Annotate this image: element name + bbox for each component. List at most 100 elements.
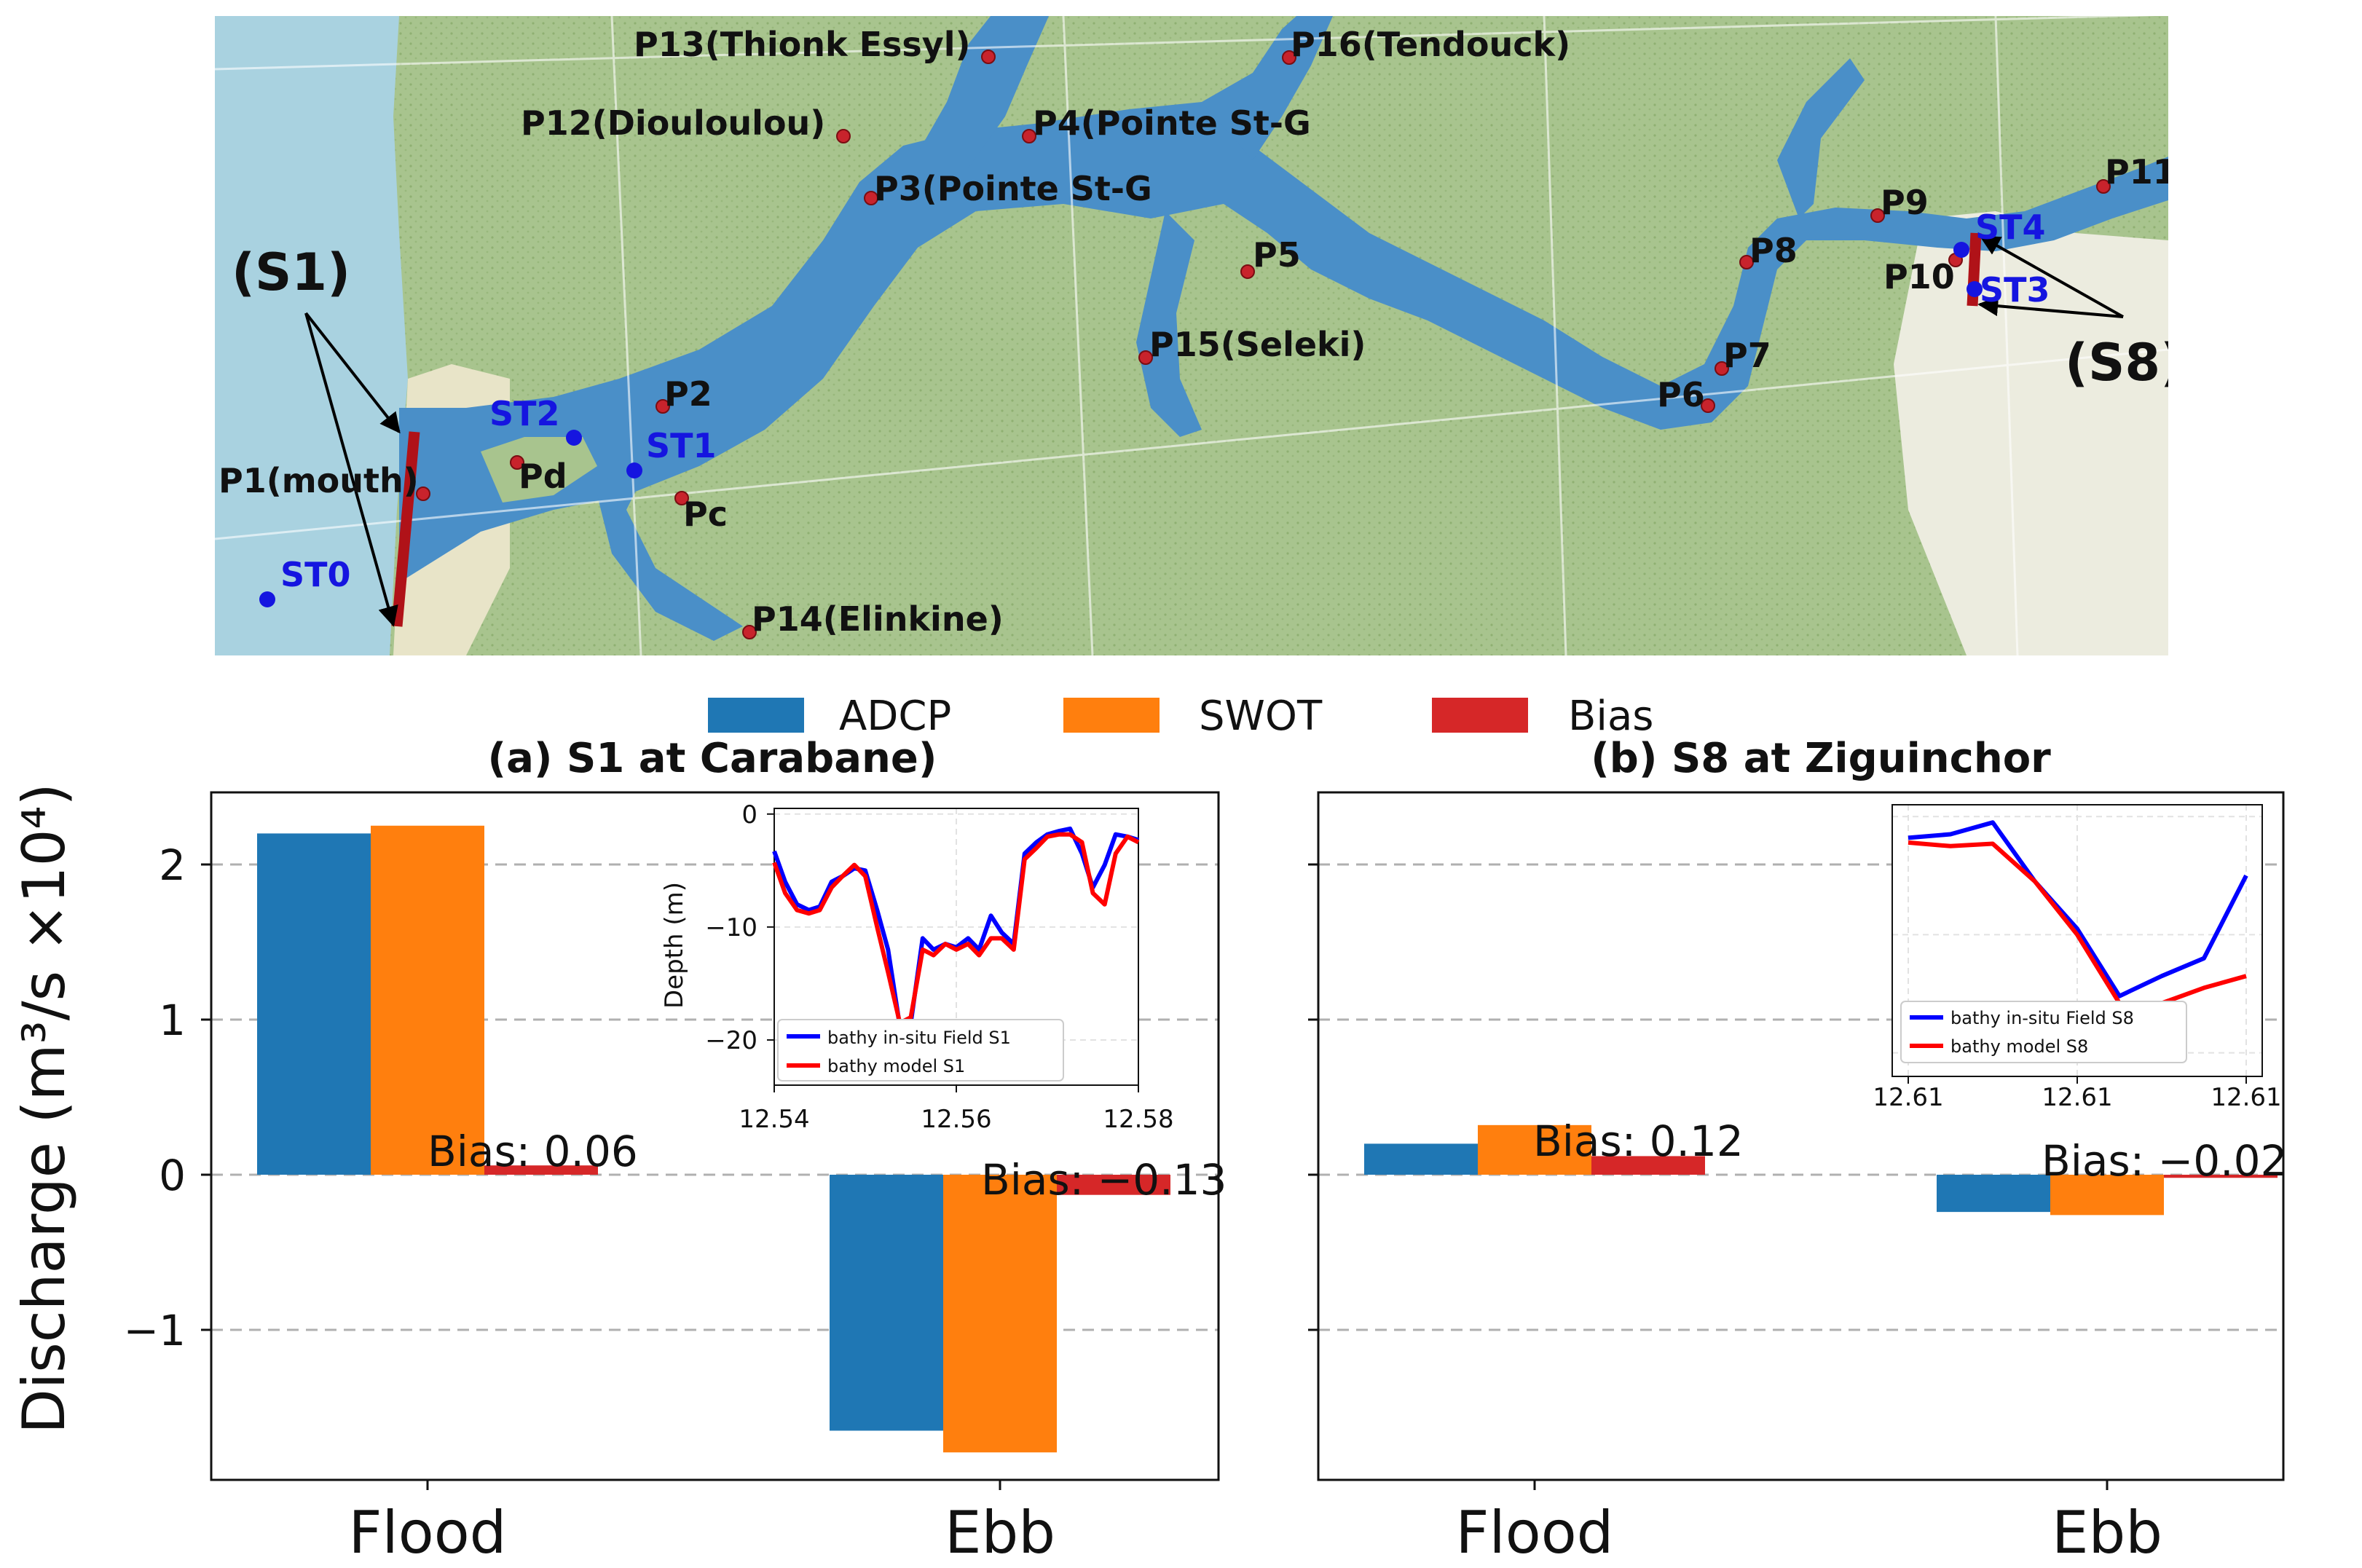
island — [481, 437, 597, 503]
panel-b-title: (b) S8 at Ziguinchor — [1591, 735, 2051, 782]
bar-swot-flood — [1478, 1124, 1591, 1175]
map-labels: P1(mouth) Pd P2 Pc P3(Pointe St-G P4(Poi… — [219, 25, 2168, 639]
station-labels: ST0 ST1 ST2 ST3 ST4 — [280, 208, 2050, 594]
legend-label-adcp: ADCP — [839, 693, 951, 740]
inset-a-xtick-2: 12.58 — [1103, 1105, 1173, 1134]
point-p6 — [1701, 398, 1715, 413]
section-labels: (S1) (S8) — [232, 243, 2168, 393]
inset-b-legend-label-insitu: bathy in-situ Field S8 — [1950, 1008, 2134, 1028]
label-st3: ST3 — [1980, 270, 2050, 310]
legend-swatch-swot — [1063, 698, 1160, 733]
station-st3 — [1967, 281, 1983, 297]
inset-a-legend-label-insitu: bathy in-situ Field S1 — [827, 1028, 1011, 1048]
legend-label-swot: SWOT — [1199, 693, 1323, 740]
bar-adcp-flood — [257, 833, 371, 1175]
point-p5 — [1240, 264, 1255, 279]
panel-b-yticks — [1308, 863, 2109, 1490]
xtick-label-ebb: Ebb — [945, 1499, 1055, 1567]
label-p2: P2 — [664, 374, 712, 414]
map-panel: P1(mouth) Pd P2 Pc P3(Pointe St-G P4(Poi… — [215, 16, 2168, 655]
inset-a-ytick-0: 0 — [741, 800, 757, 830]
point-p2 — [656, 399, 670, 414]
xtick-label-flood: Flood — [1456, 1499, 1614, 1567]
station-st0 — [259, 591, 275, 607]
panel-b-bars — [1364, 1124, 2278, 1216]
map-points — [416, 50, 2111, 639]
legend-label-bias: Bias — [1568, 693, 1653, 740]
panel-a-inset: 0 −10 −20 12.54 12.56 12.58 Depth (m) ba… — [660, 800, 1174, 1134]
label-st2: ST2 — [489, 394, 560, 433]
point-p12 — [836, 129, 851, 143]
inset-a-ytick-minus20: −20 — [705, 1026, 757, 1055]
legend-swatch-bias — [1432, 698, 1528, 733]
point-p8 — [1739, 255, 1754, 269]
inset-b-xtick-0: 12.61 — [1873, 1083, 1943, 1112]
estuary-main — [399, 102, 2168, 583]
point-pd — [510, 455, 524, 470]
inset-b-xtick-labels: 12.61 12.61 12.61 — [1873, 1083, 2281, 1112]
point-p15 — [1138, 350, 1153, 365]
panel-b-inset: 12.61 12.61 12.61 bathy in-situ Field S8… — [1873, 804, 2282, 1112]
inset-b-legend: bathy in-situ Field S8 bathy model S8 — [1900, 1001, 2187, 1063]
panel-a-yticks — [201, 863, 1001, 1490]
inset-b-line-model — [1908, 840, 2247, 1006]
panel-b-bias-labels: Bias: 0.12 Bias: −0.02 — [1533, 1116, 2287, 1186]
bar-bias-ebb — [1057, 1175, 1170, 1195]
inset-a-legend: bathy in-situ Field S1 bathy model S1 — [777, 1019, 1064, 1082]
inset-a-ytick-minus10: −10 — [705, 913, 757, 942]
inset-b-lines — [1908, 820, 2248, 1006]
panel-a-xtick-labels: Flood Ebb — [349, 1499, 1056, 1567]
legend-swatch-adcp — [708, 698, 804, 733]
ytick-label-0: 0 — [159, 1151, 186, 1200]
label-p7: P7 — [1723, 336, 1771, 375]
point-p4 — [1022, 129, 1036, 143]
label-pd: Pd — [519, 457, 567, 496]
map-grid — [215, 16, 2168, 655]
inset-a-ticks — [767, 813, 1139, 1092]
bar-bias-flood — [1591, 1156, 1705, 1175]
label-p10: P10 — [1883, 257, 1955, 296]
inset-a-xtick-labels: 12.54 12.56 12.58 — [739, 1105, 1173, 1134]
bar-swot-flood — [371, 825, 484, 1175]
label-st4: ST4 — [1975, 208, 2046, 247]
point-p1 — [416, 486, 430, 501]
point-p11 — [2096, 179, 2111, 194]
label-p1: P1(mouth) — [219, 461, 419, 500]
label-p12: P12(Diouloulou) — [521, 103, 825, 143]
xtick-label-ebb: Ebb — [2052, 1499, 2162, 1567]
label-st1: ST1 — [646, 426, 717, 465]
panel-a-bias-labels: Bias: 0.06 Bias: −0.13 — [428, 1127, 1227, 1205]
label-p8: P8 — [1749, 231, 1798, 270]
inset-b-legend-label-model: bathy model S8 — [1950, 1036, 2088, 1057]
panel-a: (a) S1 at Carabane) 2 1 0 −1 Flood Ebb B… — [124, 735, 1227, 1567]
inset-a-legend-label-model: bathy model S1 — [827, 1056, 965, 1076]
section-arrows — [304, 235, 2124, 627]
bar-bias-flood — [484, 1165, 598, 1175]
bias-label-flood: Bias: 0.06 — [428, 1127, 638, 1176]
inset-a-legend-box — [777, 1019, 1064, 1082]
point-p16 — [1282, 50, 1296, 65]
channel-tendouck — [1202, 16, 1333, 160]
bar-adcp-ebb — [1937, 1175, 2050, 1213]
label-p9: P9 — [1881, 183, 1929, 222]
bar-swot-ebb — [2050, 1175, 2164, 1216]
inset-a-line-model — [772, 832, 1140, 1025]
label-p16: P16(Tendouck) — [1291, 25, 1570, 64]
section-s1-line — [391, 431, 420, 627]
point-p13 — [981, 50, 996, 64]
station-st1 — [626, 462, 642, 478]
panel-a-bars — [257, 825, 1170, 1453]
station-st2 — [566, 430, 582, 446]
ytick-label-1: 1 — [159, 996, 186, 1045]
label-p13: P13(Thionk Essyl) — [634, 25, 971, 64]
inset-b-legend-box — [1900, 1001, 2187, 1063]
y-axis-label: Discharge (m³/s ×10⁴) — [10, 783, 78, 1434]
channel-seleki — [1136, 211, 1202, 437]
bias-label-flood: Bias: 0.12 — [1533, 1116, 1744, 1166]
point-p14 — [742, 625, 757, 639]
point-p7 — [1715, 361, 1729, 376]
map-stations — [259, 242, 1983, 607]
point-pc — [674, 491, 689, 505]
channel-east — [1777, 58, 1865, 218]
